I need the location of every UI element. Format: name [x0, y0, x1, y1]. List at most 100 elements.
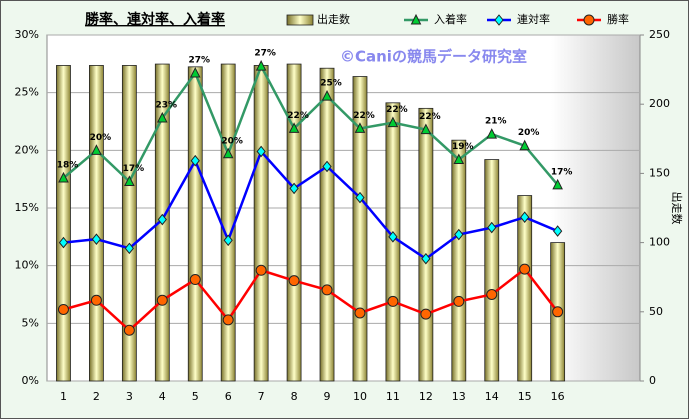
marker — [552, 306, 564, 318]
y-tick-label: 25% — [15, 86, 39, 99]
y2-tick-label: 50 — [649, 305, 663, 318]
marker — [91, 233, 102, 245]
marker — [454, 228, 464, 241]
marker — [486, 128, 498, 139]
x-tick-label: 5 — [192, 390, 199, 403]
y2-tick-label: 250 — [649, 28, 670, 41]
x-tick-label: 12 — [419, 390, 433, 403]
marker — [222, 147, 234, 159]
data-label: 22% — [386, 105, 408, 115]
marker — [157, 213, 167, 226]
marker — [519, 263, 531, 275]
y-tick-label: 15% — [15, 201, 39, 214]
data-label: 27% — [188, 56, 210, 66]
marker — [453, 153, 465, 165]
x-tick-label: 11 — [386, 390, 400, 403]
y-tick-label: 0% — [22, 374, 39, 387]
bar — [89, 65, 104, 382]
data-label: 17% — [123, 164, 145, 174]
line — [62, 63, 559, 186]
data-label: 20% — [221, 136, 243, 146]
marker — [124, 242, 135, 255]
marker — [321, 90, 333, 101]
x-tick-label: 7 — [258, 390, 265, 403]
marker — [58, 236, 69, 249]
marker — [156, 111, 168, 123]
bar — [187, 66, 203, 382]
data-label: 22% — [353, 111, 375, 121]
data-label: 21% — [485, 117, 507, 127]
legend-label: 出走数 — [317, 12, 350, 26]
bar — [319, 67, 335, 382]
marker — [288, 122, 300, 133]
marker — [58, 171, 69, 183]
legend-marker — [494, 14, 504, 26]
marker — [354, 307, 366, 319]
marker — [190, 154, 200, 167]
data-label: 20% — [90, 133, 112, 143]
data-label: 23% — [156, 101, 178, 111]
line — [63, 149, 559, 261]
marker — [387, 295, 399, 307]
data-label: 22% — [287, 111, 309, 121]
data-label: 20% — [518, 128, 540, 138]
x-tick-label: 16 — [551, 390, 565, 403]
marker — [355, 191, 365, 204]
data-label: 25% — [320, 79, 342, 89]
bar — [484, 159, 500, 382]
bar — [418, 107, 434, 382]
marker — [322, 160, 332, 173]
y-tick-label: 10% — [15, 259, 39, 272]
annotation: ©Caniの競馬データ研究室 — [340, 48, 527, 66]
marker — [256, 145, 266, 158]
data-label: 17% — [551, 167, 573, 177]
x-tick-label: 6 — [225, 390, 232, 403]
marker — [222, 314, 234, 326]
bar — [352, 76, 368, 382]
marker — [552, 178, 563, 190]
marker — [519, 139, 531, 151]
legend-label: 入着率 — [434, 12, 467, 26]
marker — [123, 324, 135, 336]
x-tick-label: 14 — [485, 390, 499, 403]
marker — [486, 289, 498, 300]
line — [63, 267, 559, 332]
bar — [253, 65, 269, 382]
marker — [90, 294, 102, 306]
bar — [517, 195, 533, 382]
data-label: 22% — [419, 112, 441, 122]
y2-tick-label: 100 — [649, 236, 670, 249]
chart-title: 勝率、連対率、入着率 — [85, 11, 225, 28]
y-tick-label: 20% — [15, 143, 39, 156]
marker — [189, 66, 201, 78]
marker — [520, 211, 530, 224]
marker — [255, 60, 267, 71]
marker — [354, 122, 366, 133]
marker — [91, 144, 102, 155]
y2-tick-label: 200 — [649, 97, 670, 110]
legend-marker — [583, 14, 595, 26]
marker — [321, 284, 333, 296]
marker — [420, 123, 432, 135]
marker — [223, 234, 233, 247]
y-tick-label: 30% — [15, 28, 39, 41]
data-label: 27% — [254, 49, 276, 59]
marker — [420, 308, 432, 320]
data-label: 19% — [452, 142, 474, 152]
x-tick-label: 9 — [324, 390, 331, 403]
legend-marker — [410, 13, 422, 25]
x-tick-label: 4 — [159, 390, 166, 403]
y2-tick-label: 150 — [649, 166, 670, 179]
marker — [124, 175, 135, 186]
x-tick-label: 8 — [291, 390, 298, 403]
marker — [189, 274, 201, 286]
legend-label: 勝率 — [607, 12, 629, 26]
marker — [288, 275, 300, 287]
marker — [552, 225, 563, 237]
marker — [387, 116, 399, 128]
legend-swatch — [286, 14, 314, 26]
legend-label: 連対率 — [517, 12, 550, 26]
bar — [451, 139, 467, 382]
marker — [289, 182, 299, 195]
